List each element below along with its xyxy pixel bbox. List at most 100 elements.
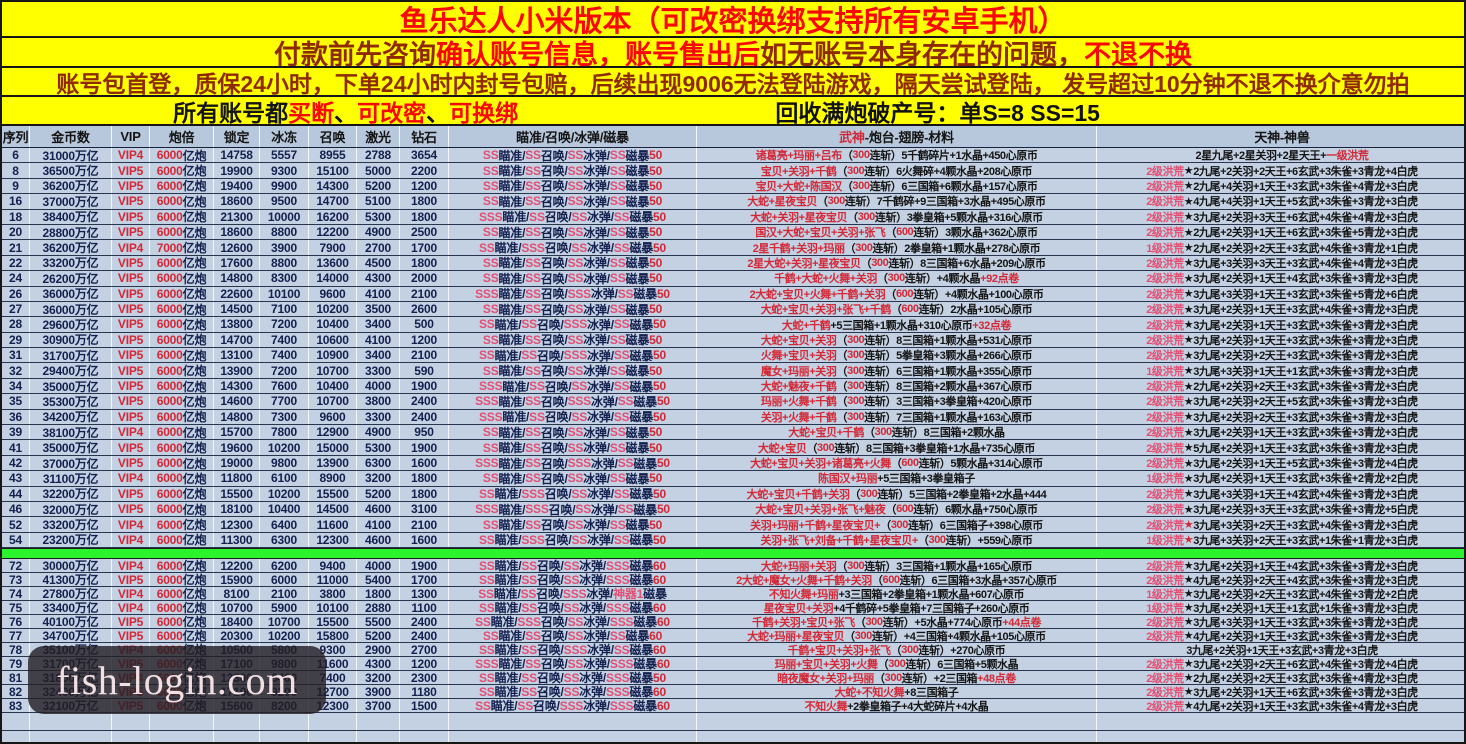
cell-cannon: 7000 亿炮 [150, 240, 214, 255]
cell-diamond: 590 [400, 363, 449, 378]
cell-ice: 6200 [260, 559, 309, 573]
cell-laser: 5100 [357, 194, 400, 209]
cell-ice: 2100 [260, 587, 309, 601]
cell-warriors: 大蛇+玛丽+关羽（300 连斩） 3三国箱+1颗水晶+165心原币 [697, 559, 1097, 573]
cell-skills: SS 瞄准/SS 召唤/SS 冰弹/SSS 磁暴 60 [449, 573, 697, 587]
cell-gold: 36200万亿 [30, 240, 112, 255]
cell-diamond: 2400 [400, 615, 449, 629]
cell-gods: 1级洪荒 ★ 2九尾+2关羽+2天王+3玄武+4朱雀+3青龙+1白虎 [1097, 240, 1464, 255]
cell-seq: 9 [2, 178, 30, 194]
cell-vip: VIP5 [112, 194, 150, 209]
cell-laser: 4000 [357, 378, 400, 394]
cell-gold: 38400万亿 [30, 209, 112, 224]
cell-summon: 14000 [309, 271, 357, 286]
cell-skills: SS 瞄准/SS 召唤/SS 冰弹/SSS 磁暴 50 [449, 671, 697, 685]
cell-seq: 43 [2, 471, 30, 486]
cell-vip: VIP5 [112, 394, 150, 409]
cell-warriors: 宝贝+关羽+千鹤（300 连斩） 6火舞碎+4颗水晶+208心原币 [697, 163, 1097, 178]
empty-cell [697, 713, 1097, 731]
table-row: 7835100万亿VIP46000亿炮105005800930029002700… [2, 643, 1464, 658]
cell-seq: 28 [2, 317, 30, 332]
cell-gold: 23200万亿 [30, 532, 112, 548]
header-cell-10: 武神 -炮台-翅膀-材料 [697, 126, 1097, 147]
cell-warriors: 大蛇+星夜宝贝（300 连斩） 7千鹤碎+9三国箱+3水晶+495心原币 [697, 194, 1097, 209]
cell-ice: 5900 [260, 601, 309, 615]
cell-gold: 28800万亿 [30, 224, 112, 240]
notice-buyout: 所有账号都买断、可改密、可换绑 [173, 99, 519, 126]
cell-summon: 11600 [309, 517, 357, 532]
cell-skills: SSS 瞄准/SS 召唤/SS 冰弹/SS 磁暴 50 [449, 209, 697, 224]
cell-laser: 5200 [357, 629, 400, 643]
header-cell-4: 锁定 [214, 126, 260, 147]
cell-seq: 44 [2, 486, 30, 501]
cell-skills: SSS 瞄准/SS 召唤/SS 冰弹/SSS 磁暴 60 [449, 657, 697, 671]
cell-diamond: 2100 [400, 517, 449, 532]
cell-seq: 27 [2, 301, 30, 317]
cell-diamond: 1600 [400, 455, 449, 471]
cell-laser: 4100 [357, 517, 400, 532]
cell-lock: 11300 [214, 532, 260, 548]
cell-laser: 4500 [357, 255, 400, 271]
cell-diamond: 1800 [400, 255, 449, 271]
cell-skills: SS 瞄准/SS 召唤/SS 冰弹/SS 磁暴 50 [449, 178, 697, 194]
table-row: 18 38400万亿 VIP5 6000 亿炮 21300 10000 16200 5300 18… [2, 209, 1464, 225]
cell-summon: 15000 [309, 440, 357, 455]
cell-vip: VIP4 [112, 148, 150, 163]
cell-warriors: 火舞+宝贝+关羽（300 连斩） 5拳皇箱+3颗水晶+266心原币 [697, 348, 1097, 363]
cell-skills: SS 瞄准/SSS 召唤/SS 冰弹/SSS 磁暴 60 [449, 615, 697, 629]
cell-diamond: 2300 [400, 671, 449, 685]
cell-summon: 13600 [309, 255, 357, 271]
table-row: 32 29400万亿 VIP5 6000 亿炮 13900 7200 10700 3300 590… [2, 363, 1464, 379]
cell-skills: SS 瞄准/SSS 召唤/SS 冰弹/SS 磁暴 50 [449, 532, 697, 548]
cell-laser: 1800 [357, 587, 400, 601]
empty-cell [214, 731, 260, 742]
cell-gods: 2级洪荒 ★ 3九尾+2关羽+1天王+3玄武+4朱雀+3青龙+3白虎 [1097, 302, 1464, 317]
empty-cell [112, 713, 150, 731]
cell-laser: 4000 [357, 559, 400, 573]
cell-lock: 14800 [214, 271, 260, 286]
cell-gods: 2级洪荒 ★ 4九尾+2关羽+2天王+4玄武+3朱雀+3青龙+3白虎 [1097, 573, 1464, 586]
cell-warriors: 大蛇+玛丽+星夜宝贝（300 连斩） +4三国箱+4颗水晶+105心原币 [697, 629, 1097, 643]
cell-summon: 8900 [309, 471, 357, 486]
empty-cell [309, 713, 357, 731]
cell-warriors: 关羽+张飞+刘备+千鹤+星夜宝贝+ （300 连斩） +559心原币 [697, 532, 1097, 548]
cell-ice: 7800 [260, 425, 309, 440]
cell-ice: 6000 [260, 573, 309, 587]
cell-warriors: 大蛇+宝贝+千鹤（300 连斩） 8三国箱+2颗水晶 [697, 425, 1097, 440]
cell-laser: 5200 [357, 486, 400, 501]
cell-summon: 12200 [309, 224, 357, 240]
cell-skills: SSS 瞄准/SS 召唤/SS 冰弹/SS 磁暴 50 [449, 409, 697, 425]
table-row: 75 33400万亿 VIP4 6000 亿炮 10700 5900 10100 2880 110… [2, 601, 1464, 616]
cell-seq: 75 [2, 601, 30, 615]
cell-lock: 14600 [214, 394, 260, 409]
cell-warriors: 大蛇+千鹤 +5三国箱+1颗水晶+310心原币 +32点卷 [697, 317, 1097, 332]
cell-vip: VIP5 [112, 615, 150, 629]
cell-vip: VIP4 [112, 517, 150, 532]
cell-vip: VIP4 [112, 587, 150, 601]
table-row: 54 23200万亿 VIP4 6000 亿炮 11300 6300 12300 4600 160… [2, 532, 1464, 549]
header-cell-7: 激光 [357, 126, 400, 147]
cell-vip: VIP4 [112, 471, 150, 486]
cell-laser: 4900 [357, 425, 400, 440]
cell-skills: SS 瞄准/SS 召唤/SS 冰弹/SS 磁暴 50 [449, 255, 697, 271]
cell-warriors: 大蛇+不知火舞 +8三国箱子 [697, 685, 1097, 699]
cell-diamond: 2000 [400, 271, 449, 286]
cell-gods: 2级洪荒 ★ 2九尾+2关羽+2天王+3玄武+3朱雀+4青龙+3白虎 [1097, 671, 1464, 684]
cell-ice: 10200 [260, 440, 309, 455]
cell-laser: 3400 [357, 348, 400, 363]
table-row: 8 36500万亿 VIP5 6000 亿炮 19900 9300 15100 5000 2200… [2, 163, 1464, 179]
cell-diamond: 2500 [400, 224, 449, 240]
cell-seq: 36 [2, 409, 30, 425]
cell-laser: 3300 [357, 409, 400, 425]
cell-vip: VIP5 [112, 501, 150, 517]
